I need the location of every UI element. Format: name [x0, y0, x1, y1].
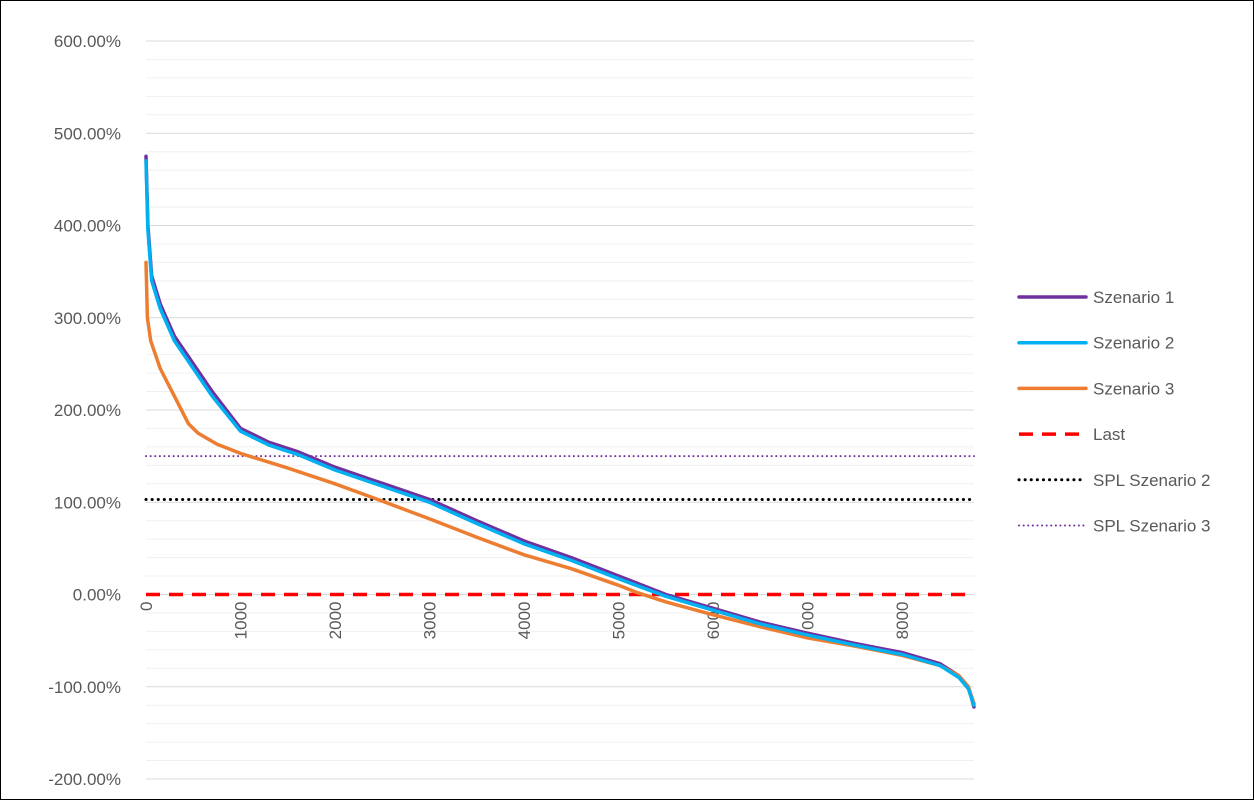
- y-tick-label: 300.00%: [54, 309, 121, 328]
- series-lines: [144, 154, 976, 709]
- x-tick-label: 8000: [893, 602, 912, 640]
- legend-label: SPL Szenario 2: [1093, 471, 1211, 490]
- y-tick-label: 600.00%: [54, 32, 121, 51]
- legend-label: Szenario 2: [1093, 334, 1174, 353]
- y-tick-label: 0.00%: [73, 586, 121, 605]
- y-tick-label: 500.00%: [54, 124, 121, 143]
- y-tick-label: 200.00%: [54, 401, 121, 420]
- series-line-szenario-1: [144, 154, 976, 709]
- x-axis: 0 1000 2000 3000 4000 5000 6000 7000 8000: [137, 594, 974, 640]
- legend-label: Last: [1093, 425, 1125, 444]
- series-line-szenario-3: [144, 260, 976, 706]
- x-tick-label: 3000: [421, 602, 440, 640]
- gridlines: [146, 40, 974, 780]
- legend-label: Szenario 1: [1093, 288, 1174, 307]
- x-tick-label: 0: [137, 602, 156, 611]
- y-axis-tick-labels: 600.00% 500.00% 400.00% 300.00% 200.00% 100.0…: [48, 32, 121, 789]
- x-tick-label: 5000: [610, 602, 629, 640]
- legend: Szenario 1 Szenario 2 Szenario 3 Last SPL Sz…: [1017, 288, 1211, 536]
- x-tick-label: 7000: [799, 602, 818, 640]
- x-tick-label: 1000: [232, 602, 251, 640]
- x-tick-label: 4000: [515, 602, 534, 640]
- y-tick-label: 100.00%: [54, 493, 121, 512]
- series-line-szenario-2: [144, 159, 976, 707]
- legend-label: Szenario 3: [1093, 379, 1174, 398]
- y-tick-label: -100.00%: [48, 678, 121, 697]
- x-tick-label: 2000: [326, 602, 345, 640]
- y-tick-label: 400.00%: [54, 217, 121, 236]
- y-tick-label: -200.00%: [48, 770, 121, 789]
- legend-label: SPL Szenario 3: [1093, 517, 1211, 536]
